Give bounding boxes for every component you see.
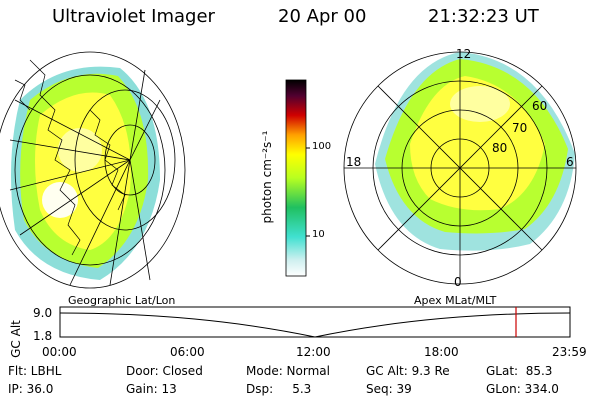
mlt-label-6: 6 [566, 155, 574, 169]
info-glat: GLat: 85.3 [486, 364, 553, 378]
mlat-label-70: 70 [512, 121, 527, 135]
info-seq: Seq: 39 [366, 382, 412, 396]
date-label: 20 Apr 00 [278, 6, 367, 27]
mlat-label-60: 60 [532, 99, 547, 113]
x-tick-0600: 06:00 [170, 345, 205, 359]
info-ip: IP: 36.0 [8, 382, 54, 396]
x-tick-0000: 00:00 [42, 345, 77, 359]
mlt-label-18: 18 [346, 155, 361, 169]
info-gain: Gain: 13 [126, 382, 177, 396]
time-label: 21:32:23 UT [428, 6, 539, 27]
info-mode: Mode: Normal [246, 364, 330, 378]
mlat-label-80: 80 [492, 141, 507, 155]
y-tick-1-8: 1.8 [33, 329, 53, 343]
geographic-map [0, 51, 186, 289]
altitude-curve [59, 312, 571, 338]
timeline-frame [59, 306, 571, 338]
info-dsp: Dsp: 5.3 [246, 382, 312, 396]
colorbar-tick-100: 100 [312, 141, 332, 152]
x-tick-1200: 12:00 [296, 345, 331, 359]
mlt-label-12: 12 [456, 47, 471, 61]
info-gc-alt: GC Alt: 9.3 Re [366, 364, 450, 378]
altitude-timeline [59, 306, 571, 338]
info-filter: Flt: LBHL [8, 364, 62, 378]
page-title: Ultraviolet Imager [52, 6, 215, 27]
polar-grid [343, 51, 577, 285]
x-tick-2359: 23:59 [552, 345, 587, 359]
map-grid [0, 51, 186, 289]
gc-alt-label: GC Alt [9, 320, 23, 358]
y-tick-9: 9.0 [33, 306, 53, 320]
colorbar-gradient [285, 79, 307, 277]
info-glon: GLon: 334.0 [486, 382, 559, 396]
x-tick-1800: 18:00 [424, 345, 459, 359]
mlt-label-0: 0 [454, 275, 462, 289]
colorbar: 100 10 photon cm⁻²s⁻¹ [260, 70, 331, 290]
colorbar-tick-10: 10 [312, 229, 325, 240]
colorbar-unit-label: photon cm⁻²s⁻¹ [260, 130, 274, 224]
info-door: Door: Closed [126, 364, 203, 378]
polar-plot: 12 18 6 0 60 70 80 [343, 47, 577, 289]
apex-label: Apex MLat/MLT [414, 294, 497, 307]
geographic-label: Geographic Lat/Lon [68, 294, 176, 307]
